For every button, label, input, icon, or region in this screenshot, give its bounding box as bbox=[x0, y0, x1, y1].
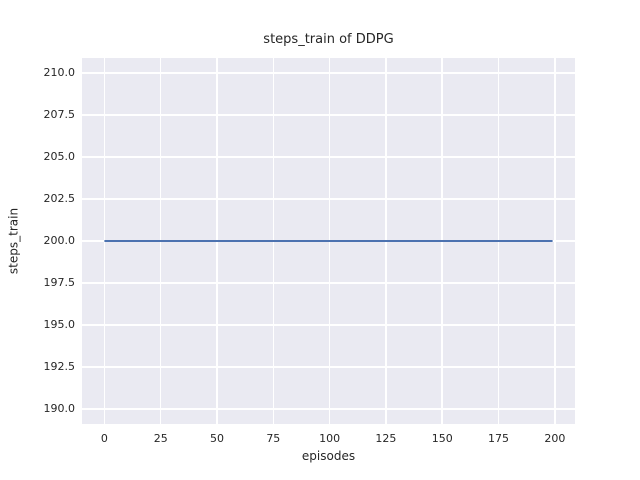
x-tick-label: 125 bbox=[375, 432, 397, 445]
x-tick-label: 25 bbox=[153, 432, 168, 445]
x-tick-label: 50 bbox=[210, 432, 225, 445]
y-gridline bbox=[82, 72, 575, 74]
y-tick-label: 202.5 bbox=[43, 192, 76, 206]
chart-title: steps_train of DDPG bbox=[263, 32, 394, 47]
y-tick-label: 205.0 bbox=[43, 150, 76, 164]
x-tick-label: 200 bbox=[544, 432, 566, 445]
x-tick-label: 175 bbox=[488, 432, 510, 445]
y-gridline bbox=[82, 198, 575, 200]
y-gridline bbox=[82, 114, 575, 116]
y-gridline bbox=[82, 282, 575, 284]
y-tick-label: 190.0 bbox=[43, 401, 76, 415]
y-tick-label: 197.5 bbox=[43, 275, 76, 289]
y-tick-label: 210.0 bbox=[43, 66, 76, 80]
x-axis-label: episodes bbox=[301, 449, 356, 463]
y-gridline bbox=[82, 324, 575, 326]
y-tick-label: 192.5 bbox=[43, 359, 76, 373]
y-tick-label: 207.5 bbox=[43, 108, 76, 122]
y-gridline bbox=[82, 156, 575, 158]
x-tick-label: 150 bbox=[431, 432, 453, 445]
y-gridline bbox=[82, 408, 575, 410]
y-gridline bbox=[82, 366, 575, 368]
plot-area bbox=[82, 58, 575, 424]
series-layer bbox=[104, 240, 553, 242]
y-tick-label: 200.0 bbox=[43, 234, 76, 247]
x-tick-label: 75 bbox=[266, 432, 281, 445]
x-tick-label: 0 bbox=[100, 432, 108, 445]
y-tick-label: 195.0 bbox=[43, 317, 76, 331]
x-tick-label: 100 bbox=[319, 432, 341, 445]
